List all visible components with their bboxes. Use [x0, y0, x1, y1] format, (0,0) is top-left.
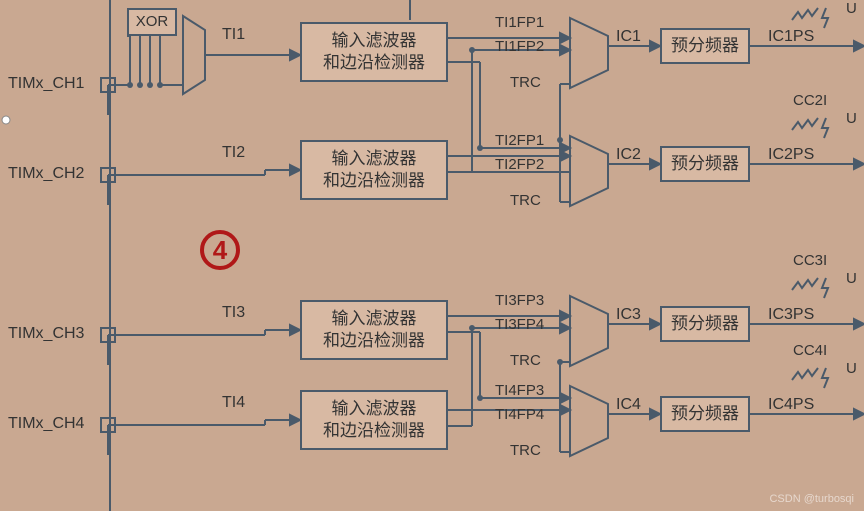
input-pin-ch1 [100, 77, 116, 93]
fp-label-0: TI1FP1 [495, 14, 544, 31]
fp-label-7: TI3FP4 [495, 316, 544, 333]
ti-label-2: TI2 [222, 144, 245, 162]
prescaler-label: 预分频器 [671, 403, 739, 425]
input-label-ch3: TIMx_CH3 [8, 325, 84, 343]
section-marker-4: 4 [200, 230, 240, 270]
ti-label-4: TI4 [222, 394, 245, 412]
u-label-1: U [846, 110, 857, 127]
ic-label-3: IC3 [616, 306, 641, 324]
icps-label-1: IC1PS [768, 28, 814, 46]
xor-gate-box: XOR [127, 8, 177, 36]
prescaler-box-3: 预分频器 [660, 306, 750, 342]
prescaler-box-2: 预分频器 [660, 146, 750, 182]
filter-line1: 输入滤波器 [332, 309, 417, 328]
input-label-ch2: TIMx_CH2 [8, 165, 84, 183]
filter-line2: 和边沿检测器 [323, 331, 425, 350]
fp-label-9: TI4FP3 [495, 382, 544, 399]
input-pin-ch3 [100, 327, 116, 343]
u-label-3: U [846, 360, 857, 377]
input-label-ch4: TIMx_CH4 [8, 415, 84, 433]
icps-label-2: IC2PS [768, 146, 814, 164]
fp-label-4: TI2FP2 [495, 156, 544, 173]
fp-label-6: TI3FP3 [495, 292, 544, 309]
cc-label-2: CC4I [793, 342, 827, 359]
u-label-0: U [846, 0, 857, 17]
ic-label-4: IC4 [616, 396, 641, 414]
fp-label-8: TRC [510, 352, 541, 369]
icps-label-4: IC4PS [768, 396, 814, 414]
filter-line1: 输入滤波器 [332, 149, 417, 168]
input-filter-box-1: 输入滤波器和边沿检测器 [300, 22, 448, 82]
ti-label-1: TI1 [222, 26, 245, 44]
section-marker-number: 4 [213, 235, 227, 266]
cc-label-1: CC3I [793, 252, 827, 269]
input-pin-ch4 [100, 417, 116, 433]
icps-label-3: IC3PS [768, 306, 814, 324]
ic-label-2: IC2 [616, 146, 641, 164]
filter-line1: 输入滤波器 [332, 31, 417, 50]
prescaler-label: 预分频器 [671, 35, 739, 57]
filter-line1: 输入滤波器 [332, 399, 417, 418]
input-filter-box-4: 输入滤波器和边沿检测器 [300, 390, 448, 450]
ic-label-1: IC1 [616, 28, 641, 46]
filter-line2: 和边沿检测器 [323, 171, 425, 190]
ti-label-3: TI3 [222, 304, 245, 322]
watermark: CSDN @turbosqi [769, 493, 854, 505]
filter-line2: 和边沿检测器 [323, 53, 425, 72]
input-pin-ch2 [100, 167, 116, 183]
fp-label-1: TI1FP2 [495, 38, 544, 55]
input-label-ch1: TIMx_CH1 [8, 75, 84, 93]
prescaler-label: 预分频器 [671, 153, 739, 175]
fp-label-2: TRC [510, 74, 541, 91]
fp-label-11: TRC [510, 442, 541, 459]
fp-label-10: TI4FP4 [495, 406, 544, 423]
xor-label: XOR [136, 12, 169, 32]
input-filter-box-2: 输入滤波器和边沿检测器 [300, 140, 448, 200]
prescaler-label: 预分频器 [671, 313, 739, 335]
cc-label-0: CC2I [793, 92, 827, 109]
filter-line2: 和边沿检测器 [323, 421, 425, 440]
prescaler-box-1: 预分频器 [660, 28, 750, 64]
fp-label-5: TRC [510, 192, 541, 209]
u-label-2: U [846, 270, 857, 287]
input-filter-box-3: 输入滤波器和边沿检测器 [300, 300, 448, 360]
prescaler-box-4: 预分频器 [660, 396, 750, 432]
fp-label-3: TI2FP1 [495, 132, 544, 149]
